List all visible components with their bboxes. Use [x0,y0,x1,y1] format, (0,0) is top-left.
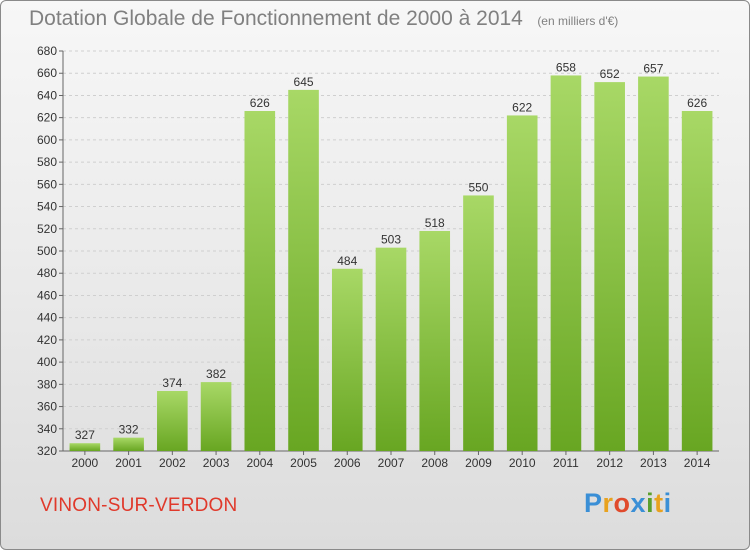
x-tick-label: 2006 [334,456,361,470]
bar-chart: 320 340 360 380 400 420 440 460 480 500 520 540 560 5… [37,44,719,470]
logo-letter: P [584,488,603,518]
data-label: 652 [600,67,620,81]
data-label: 550 [468,180,488,194]
bar [331,268,363,451]
chart-unit: (en milliers d'€) [537,14,619,28]
y-tick-label: 560 [37,177,57,191]
data-label: 382 [206,367,226,381]
proxiti-logo: Proxiti [584,488,672,519]
data-label: 622 [512,100,532,114]
bar [157,391,188,451]
bar [463,195,494,451]
title-row: Dotation Globale de Fonctionnement de 20… [29,7,618,31]
x-tick-label: 2002 [159,456,186,470]
y-tick-label: 440 [37,311,57,325]
logo-letter: r [602,488,614,518]
bars [69,75,713,452]
bar [419,231,451,451]
bar [200,382,232,451]
x-tick-label: 2007 [378,456,405,470]
y-tick-label: 520 [37,222,57,236]
chart-title: Dotation Globale de Fonctionnement de 20… [29,7,523,30]
data-label: 658 [556,60,576,74]
data-label: 503 [381,233,401,247]
y-tick-label: 400 [37,355,57,369]
y-tick-label: 540 [37,200,57,214]
data-label: 374 [162,376,182,390]
bar [638,76,669,452]
logo-letter: t [654,488,664,518]
y-tick-label: 480 [37,266,57,280]
y-tick-label: 660 [37,66,57,80]
data-label: 484 [337,254,357,268]
x-axis: 2000 2001 2002 2003 2004 2005 2006 2007 2008 2009… [72,451,711,470]
x-tick-label: 2014 [684,456,711,470]
bar [244,111,276,451]
x-tick-label: 2004 [246,456,273,470]
logo-letter: i [663,488,672,518]
data-label: 518 [425,216,445,230]
x-tick-label: 2000 [72,456,99,470]
bar [550,75,582,451]
x-tick-label: 2009 [465,456,492,470]
x-tick-label: 2005 [290,456,317,470]
data-labels: 327 332 374 382 626 645 484 503 518 550 622 658 652 6… [75,60,708,442]
y-tick-label: 460 [37,288,57,302]
y-tick-label: 340 [37,422,57,436]
x-tick-label: 2010 [509,456,536,470]
y-tick-label: 580 [37,155,57,169]
logo-letter: o [613,488,631,518]
bar [113,437,144,451]
data-label: 657 [643,62,663,76]
x-tick-label: 2008 [421,456,448,470]
data-label: 626 [687,96,707,110]
logo-letter: x [630,488,647,518]
data-label: 332 [119,423,139,437]
logo-letter: i [646,488,655,518]
x-tick-label: 2003 [203,456,230,470]
bar [681,111,713,451]
y-tick-label: 360 [37,400,57,414]
bar [288,89,319,451]
x-tick-label: 2012 [596,456,623,470]
bar [506,115,538,451]
x-tick-label: 2001 [115,456,142,470]
y-tick-label: 380 [37,377,57,391]
y-tick-label: 600 [37,133,57,147]
bar [69,443,101,451]
commune-name: VINON-SUR-VERDON [40,495,238,516]
y-tick-label: 620 [37,111,57,125]
y-tick-label: 420 [37,333,57,347]
y-tick-label: 680 [37,44,57,58]
y-tick-label: 320 [37,444,57,458]
bar [375,247,407,451]
data-label: 626 [250,96,270,110]
data-label: 645 [294,75,314,89]
x-tick-label: 2013 [640,456,667,470]
y-tick-label: 640 [37,88,57,102]
bar [594,82,625,451]
x-tick-label: 2011 [553,456,579,470]
data-label: 327 [75,428,95,442]
y-tick-label: 500 [37,244,57,258]
